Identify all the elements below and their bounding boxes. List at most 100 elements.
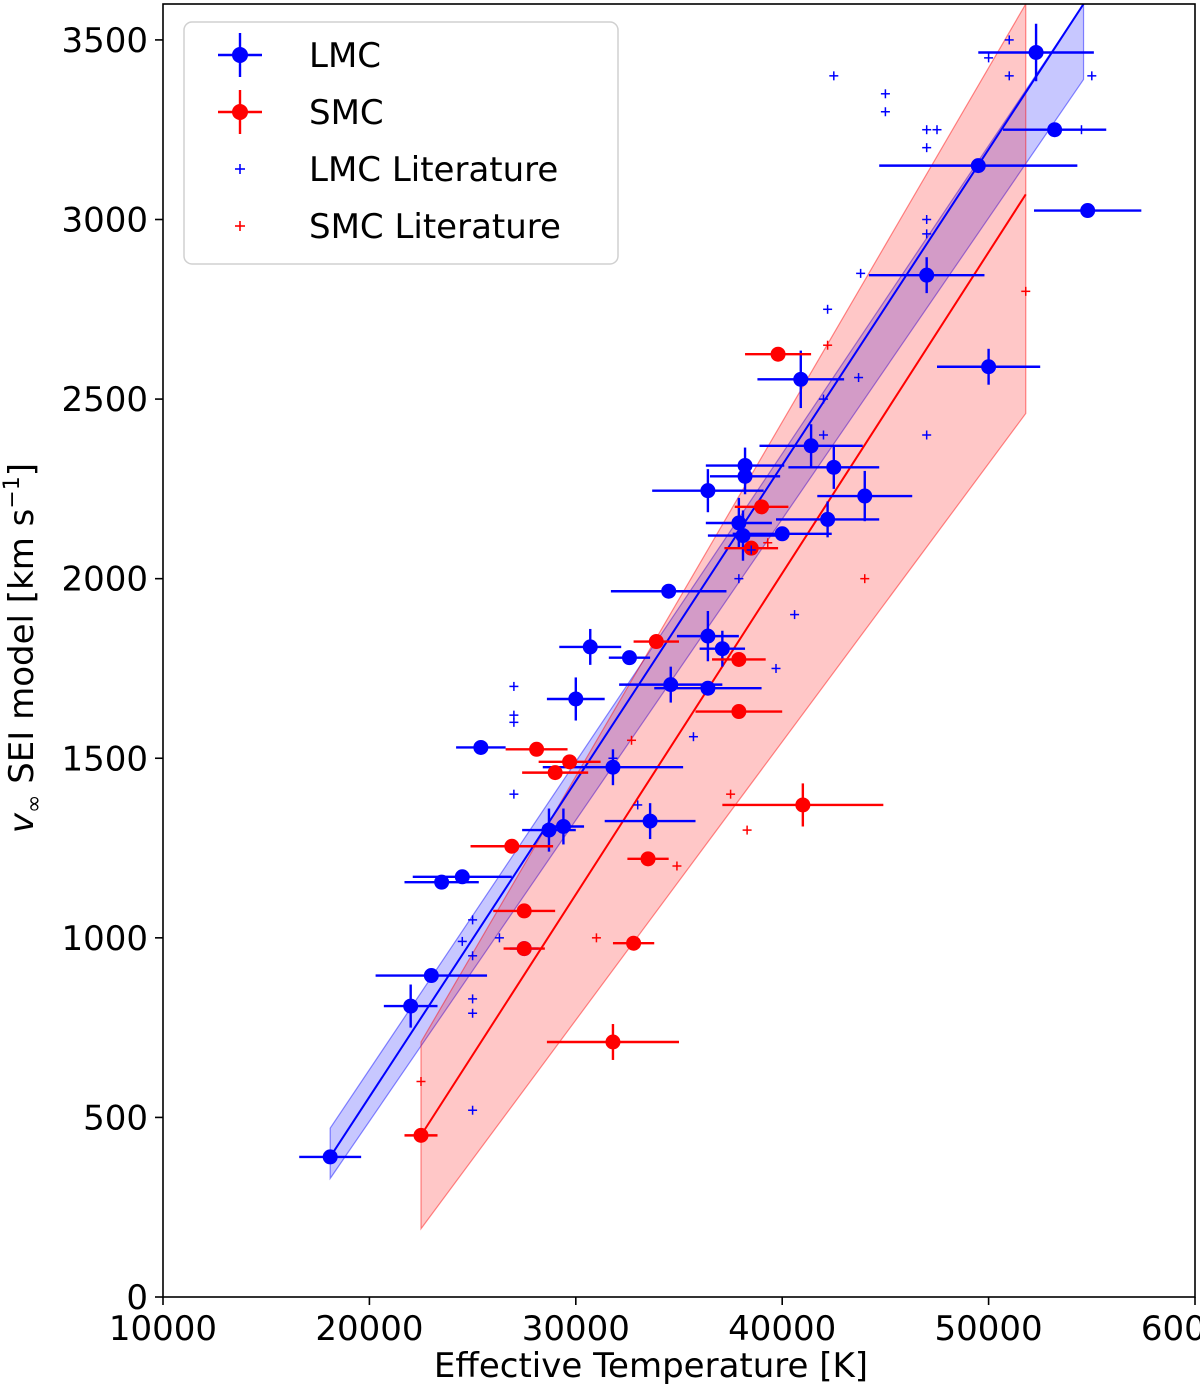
smc-point: [745, 346, 812, 362]
lmc-marker: [423, 968, 439, 984]
smc-marker: [626, 935, 642, 951]
lmc-marker: [621, 650, 637, 666]
lmc-point: [1003, 122, 1107, 138]
lmc-marker: [541, 822, 557, 838]
lmc-point: [299, 1149, 362, 1165]
smc-point: [734, 499, 789, 515]
smc-point: [538, 754, 601, 770]
lmc-literature-point: [932, 125, 942, 135]
y-label-subscript: ∞: [22, 795, 47, 813]
lmc-marker: [1047, 122, 1063, 138]
lmc-marker: [793, 371, 809, 387]
smc-marker: [516, 941, 532, 957]
y-tick-label: 2500: [61, 380, 148, 420]
lmc-point: [383, 984, 438, 1028]
smc-marker: [795, 797, 811, 813]
lmc-literature-point: [468, 1008, 478, 1018]
smc-point: [546, 1024, 679, 1060]
smc-marker: [648, 634, 664, 650]
lmc-point: [654, 680, 762, 696]
smc-marker: [516, 903, 532, 919]
lmc-marker: [700, 680, 716, 696]
smc-marker: [529, 741, 545, 757]
lmc-literature-point: [509, 789, 519, 799]
lmc-point: [776, 501, 880, 538]
lmc-literature-point: [856, 268, 866, 278]
lmc-point: [412, 869, 512, 885]
lmc-literature-point: [1076, 125, 1086, 135]
lmc-marker: [700, 483, 716, 499]
lmc-literature-point: [771, 663, 781, 673]
lmc-marker: [403, 998, 419, 1014]
lmc-marker: [735, 528, 751, 544]
lmc-literature-point: [922, 215, 932, 224]
x-tick-label: 40000: [728, 1309, 836, 1349]
legend-item-lmc-literature: LMC Literature: [235, 150, 558, 190]
lmc-marker: [700, 628, 716, 644]
lmc-marker: [919, 267, 935, 283]
lmc-literature-point: [818, 430, 828, 440]
lmc-point: [559, 628, 622, 665]
lmc-literature-point: [734, 574, 744, 584]
lmc-literature-point: [746, 545, 756, 555]
smc-marker: [605, 1034, 621, 1050]
data-marks: [299, 23, 1142, 1165]
lmc-literature-point: [880, 107, 890, 117]
smc-marker: [731, 651, 747, 667]
lmc-marker: [820, 511, 836, 527]
smc-marker: [562, 754, 578, 770]
lmc-marker: [555, 818, 571, 834]
lmc-literature-point: [468, 915, 478, 925]
y-tick-label: 1000: [61, 919, 148, 959]
smc-fit-band: [420, 4, 1027, 1231]
lmc-literature-point: [922, 143, 932, 153]
smc-literature-point: [591, 933, 601, 943]
lmc-point: [709, 458, 781, 495]
x-tick-label: 50000: [935, 1309, 1043, 1349]
y-axis: 0 500 1000 1500 2000 2500 3000 3500: [61, 21, 163, 1318]
legend: LMC SMC LMC Literature SMC Literature: [183, 21, 619, 265]
lmc-literature-point: [922, 229, 932, 239]
smc-marker: [770, 346, 786, 362]
lmc-literature-point: [633, 800, 643, 810]
lmc-marker: [473, 739, 489, 755]
lmc-literature-point: [468, 951, 478, 961]
y-tick-label: 0: [126, 1278, 148, 1318]
legend-item-lmc: LMC: [218, 33, 381, 77]
x-axis: 10000 20000 30000 40000 50000 60000: [109, 1297, 1200, 1349]
lmc-marker: [970, 158, 986, 174]
lmc-point: [817, 470, 913, 522]
lmc-marker: [803, 438, 819, 454]
lmc-point: [759, 424, 863, 468]
lmc-point: [610, 583, 727, 599]
y-label-main: SEI model [km s: [2, 509, 42, 795]
smc-point: [404, 1127, 438, 1143]
plot-frame: [162, 3, 1196, 1298]
lmc-literature-point: [494, 933, 504, 943]
smc-literature-point: [672, 861, 682, 871]
legend-smc-label: SMC: [309, 93, 384, 133]
lmc-point: [879, 158, 1078, 174]
smc-point: [722, 783, 884, 827]
lmc-literature-point: [984, 53, 994, 63]
smc-point: [470, 838, 554, 854]
lmc-point: [542, 808, 585, 845]
lmc-marker: [774, 526, 790, 542]
lmc-literature-point: [468, 994, 478, 1004]
lmc-literature-point: [922, 430, 932, 440]
lmc-literature-point: [608, 753, 618, 763]
lmc-marker: [826, 459, 842, 475]
smc-literature-point: [1021, 286, 1031, 296]
lmc-point: [546, 677, 605, 721]
lmc-marker: [663, 677, 679, 693]
x-axis-label: Effective Temperature [K]: [434, 1346, 868, 1386]
lmc-marker: [737, 468, 753, 484]
y-tick-label: 3000: [61, 201, 148, 241]
lmc-literature-point: [509, 681, 519, 691]
lmc-point: [456, 739, 506, 755]
smc-point: [712, 651, 766, 667]
lmc-point: [937, 348, 1041, 385]
lmc-marker: [1028, 44, 1044, 60]
lmc-literature-point: [457, 936, 467, 946]
smc-point: [627, 851, 669, 867]
